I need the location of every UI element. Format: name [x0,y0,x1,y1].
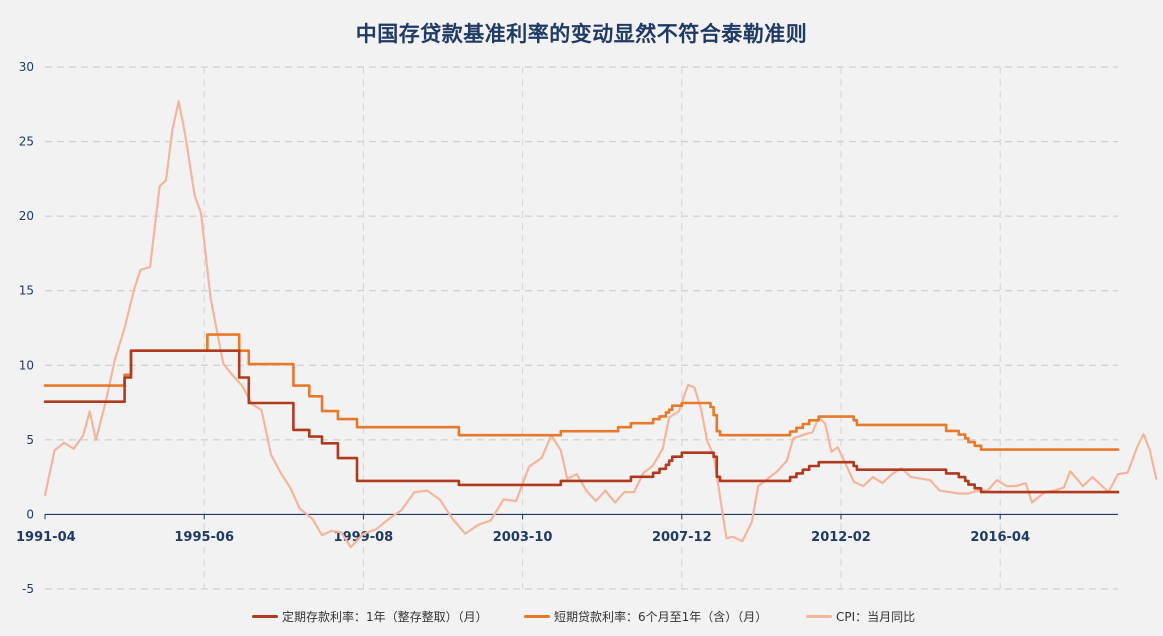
legend-swatch [806,614,832,618]
y-tick-label: 0 [26,507,34,521]
legend-label: CPI：当月同比 [836,609,916,624]
legend-swatch [524,614,550,618]
chart-title: 中国存贷款基准利率的变动显然不符合泰勒准则 [355,22,808,46]
legend-swatch [252,614,278,618]
x-tick-label: 1999-08 [334,530,394,545]
x-tick-label: 2016-04 [970,530,1030,545]
x-tick-label: 1991-04 [16,530,76,545]
x-tick-label: 2007-12 [652,530,712,545]
y-tick-label: 20 [19,209,34,223]
series-line-0 [43,349,1120,494]
y-tick-label: 10 [19,358,34,372]
y-tick-label: -5 [22,582,34,596]
y-axis: -5 0 5 10 15 20 25 30 [19,60,34,596]
plot-area [43,100,1158,549]
grid-lines [45,66,1118,590]
legend-item-deposit-rate[interactable]: 定期存款利率：1年（整存整取）（月） [252,606,488,626]
legend: 定期存款利率：1年（整存整取）（月） 短期贷款利率：6个月至1年（含）（月） C… [0,606,1163,626]
x-tick-label: 2003-10 [493,530,553,545]
legend-item-loan-rate[interactable]: 短期贷款利率：6个月至1年（含）（月） [524,606,767,626]
legend-item-cpi[interactable]: CPI：当月同比 [806,606,915,626]
x-axis: 1991-04 1995-06 1999-08 2003-10 2007-12 2012-… [16,513,1118,545]
series-line-1 [43,333,1120,451]
y-tick-label: 25 [19,135,34,149]
y-tick-label: 5 [26,433,34,447]
y-tick-label: 30 [19,60,34,74]
x-tick-label: 1995-06 [174,530,234,545]
legend-label: 短期贷款利率：6个月至1年（含）（月） [554,609,768,624]
y-tick-label: 15 [19,284,34,298]
series-line-2 [43,100,1158,549]
x-tick-label: 2012-02 [811,530,871,545]
legend-label: 定期存款利率：1年（整存整取）（月） [282,609,488,624]
